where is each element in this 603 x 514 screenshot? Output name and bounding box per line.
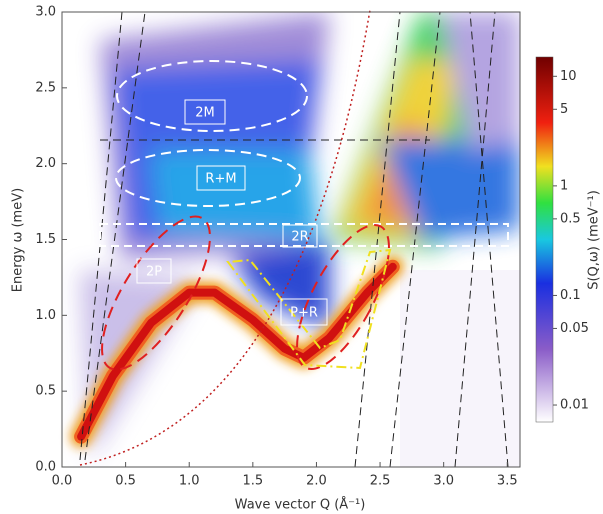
x-tick-label: 1.0 (179, 474, 200, 489)
y-tick-label: 0.5 (35, 384, 56, 399)
x-axis-label: Wave vector Q (Å⁻¹) (235, 497, 366, 513)
y-tick-label: 2.5 (35, 80, 56, 95)
colorbar-tick-label: 0.05 (560, 321, 589, 336)
y-tick-label: 2.0 (35, 156, 56, 171)
colorbar-tick-label: 0.01 (560, 398, 589, 413)
x-tick-label: 0.5 (115, 474, 136, 489)
colorbar-tick-label: 5 (560, 102, 568, 117)
colorbar-tick-label: 10 (560, 69, 577, 84)
colorbar-tick-label: 0.1 (560, 288, 581, 303)
x-tick-label: 3.0 (433, 474, 454, 489)
annotation: P+R (290, 306, 318, 321)
x-tick-label: 2.0 (306, 474, 327, 489)
x-tick-label: 3.5 (497, 474, 518, 489)
x-tick-label: 0.0 (52, 474, 73, 489)
x-tick-label: 2.5 (370, 474, 391, 489)
annotation-boxes (136, 99, 328, 326)
x-tick-label: 1.5 (242, 474, 263, 489)
overlays (79, 9, 509, 467)
colorbar-tick-label: 1 (560, 178, 568, 193)
annotation: 2R (291, 230, 308, 245)
y-tick-label: 1.0 (35, 308, 56, 323)
y-tick-label: 0.0 (35, 460, 56, 475)
colorbar-tick-label: 0.5 (560, 211, 581, 226)
y-tick-label: 3.0 (35, 5, 56, 20)
colorbar-label: S(Q,ω) (meV⁻¹) (587, 190, 602, 290)
annotation: 2M (195, 106, 215, 121)
colorbar (535, 56, 554, 423)
annotation: 2P (146, 265, 162, 280)
y-tick-label: 1.5 (35, 232, 56, 247)
annotation: R+M (205, 172, 236, 187)
dispersion-curve (77, 262, 397, 441)
y-axis-label: Energy ω (meV) (11, 188, 26, 292)
